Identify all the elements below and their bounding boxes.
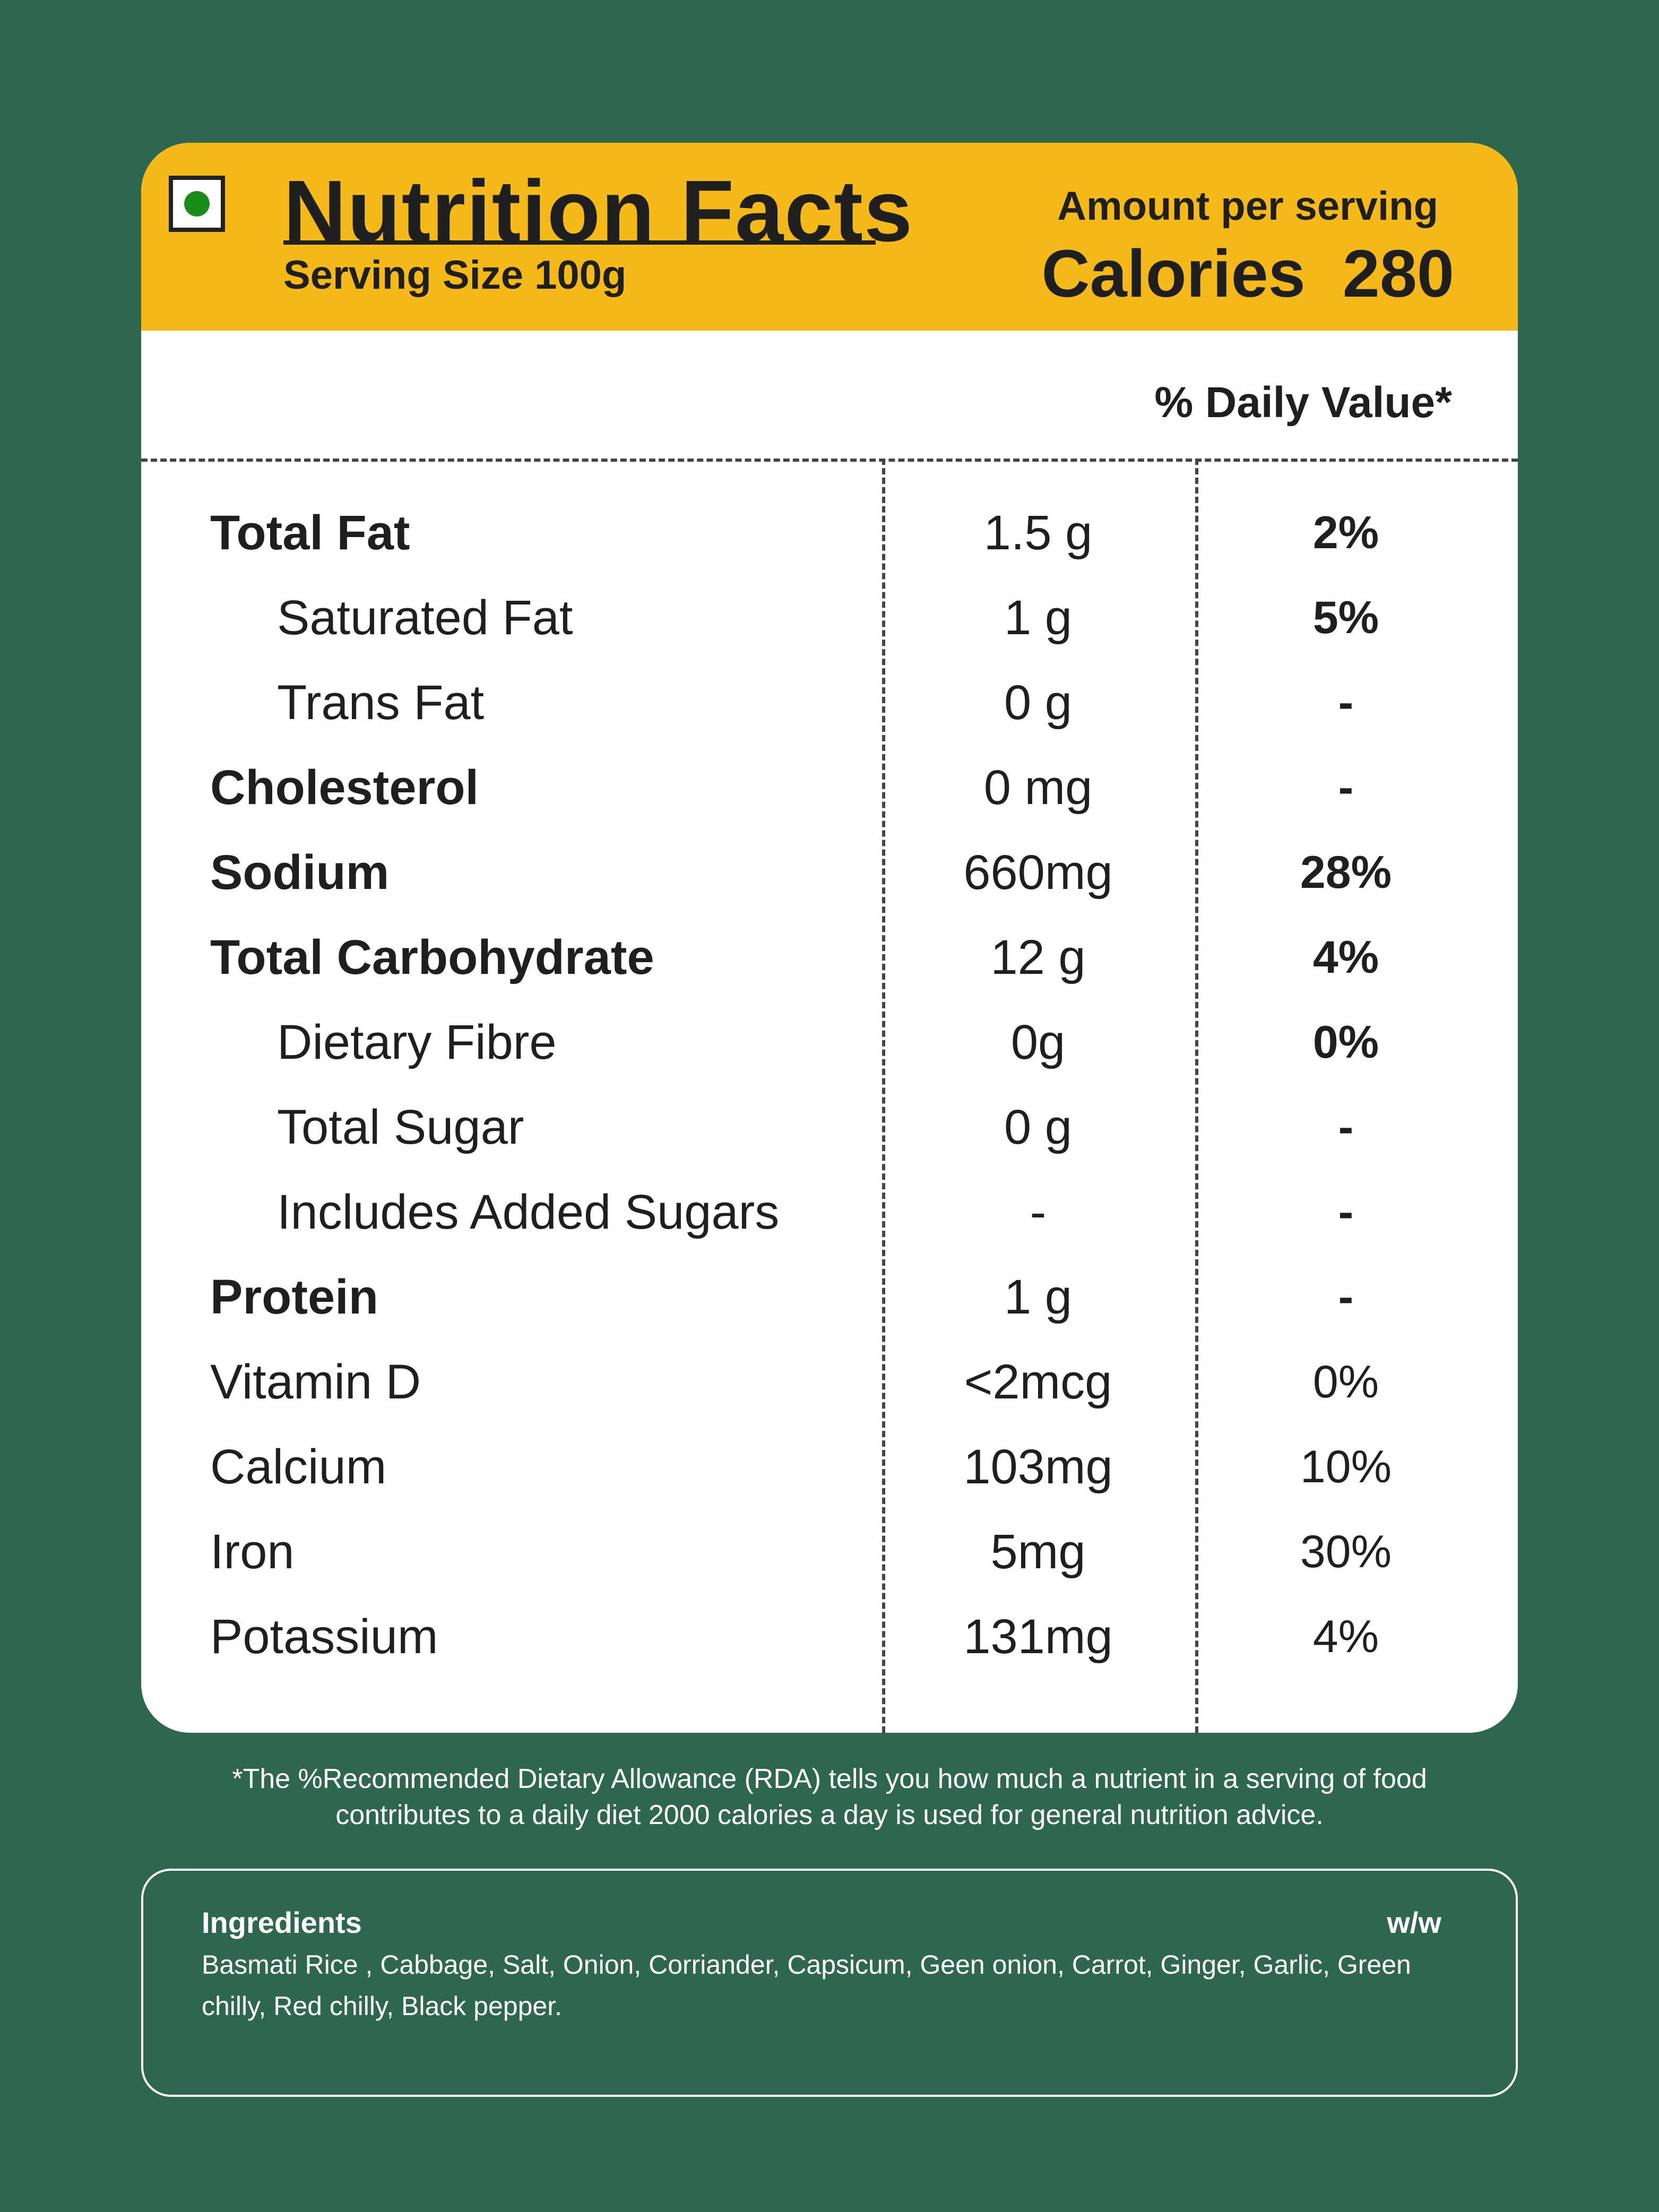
nutrient-daily-value: 0% (1312, 1017, 1379, 1068)
nutrient-name: Cholesterol (210, 761, 479, 815)
rda-footnote: *The %Recommended Dietary Allowance (RDA… (232, 1764, 1427, 1830)
nutrition-facts-card: Nutrition Facts Serving Size 100g Amount… (141, 143, 1518, 1733)
nutrient-amount: - (1030, 1185, 1047, 1239)
nutrient-name: Saturated Fat (277, 591, 573, 645)
amount-per-serving-label: Amount per serving (1057, 184, 1438, 229)
nutrient-daily-value: - (1338, 1102, 1354, 1153)
nutrient-name: Total Fat (210, 506, 410, 560)
nutrient-amount: 131mg (963, 1610, 1113, 1664)
nutrient-amount: 1 g (1004, 1270, 1072, 1324)
calories-value: Calories 280 (1041, 236, 1454, 311)
nutrient-daily-value: - (1338, 1272, 1354, 1323)
nutrient-row: Protein 1 g - (141, 1255, 1518, 1340)
nutrient-row: Dietary Fibre 0g 0% (141, 1000, 1518, 1085)
nutrient-row: Vitamin D <2mcg 0% (141, 1340, 1518, 1424)
nutrient-name: Total Carbohydrate (210, 930, 654, 984)
ingredients-box: Ingredients w/w Basmati Rice , Cabbage, … (141, 1869, 1518, 2097)
nutrient-amount: 0 g (1004, 676, 1072, 730)
nutrient-name: Trans Fat (277, 676, 485, 730)
nutrient-amount: 0g (1010, 1015, 1066, 1069)
daily-value-header: % Daily Value* (1154, 378, 1452, 427)
nutrient-name: Includes Added Sugars (277, 1185, 780, 1239)
table-divider-horizontal (141, 459, 1518, 462)
nutrition-facts-title: Nutrition Facts (283, 162, 914, 260)
nutrient-daily-value: - (1338, 1187, 1354, 1238)
nutrient-name: Iron (210, 1525, 295, 1579)
nutrient-daily-value: 10% (1300, 1441, 1392, 1492)
title-underline (283, 240, 876, 245)
ingredients-list: Basmati Rice , Cabbage, Salt, Onion, Cor… (202, 1950, 1411, 2021)
nutrient-row: Total Carbohydrate 12 g 4% (141, 915, 1518, 1000)
nutrient-daily-value: 4% (1312, 932, 1379, 983)
nutrient-amount: 0 mg (983, 761, 1093, 815)
nutrient-amount: 0 g (1004, 1100, 1072, 1154)
nutrient-name: Total Sugar (277, 1100, 524, 1154)
nutrient-daily-value: - (1338, 762, 1354, 813)
nutrient-row: Total Sugar 0 g - (141, 1085, 1518, 1170)
nutrient-amount: 103mg (963, 1440, 1113, 1494)
nutrient-amount: 1.5 g (983, 506, 1093, 560)
nutrient-daily-value: 28% (1300, 847, 1392, 898)
nutrient-daily-value: 4% (1312, 1611, 1379, 1662)
nutrition-header: Nutrition Facts Serving Size 100g Amount… (141, 143, 1518, 331)
nutrient-row: Total Fat 1.5 g 2% (141, 490, 1518, 575)
table-divider-vertical-1 (882, 459, 885, 1733)
nutrient-amount: 660mg (963, 845, 1113, 900)
nutrient-name: Potassium (210, 1610, 438, 1664)
vegetarian-mark-icon (169, 176, 225, 232)
nutrient-amount: 12 g (990, 930, 1086, 984)
nutrient-daily-value: 30% (1300, 1526, 1392, 1577)
ingredients-title: Ingredients (202, 1906, 362, 1939)
vegetarian-dot-icon (184, 191, 210, 217)
nutrient-name: Vitamin D (210, 1355, 421, 1409)
nutrient-row: Calcium 103mg 10% (141, 1424, 1518, 1509)
nutrient-name: Dietary Fibre (277, 1015, 557, 1069)
nutrient-row: Potassium 131mg 4% (141, 1594, 1518, 1679)
nutrient-name: Sodium (210, 845, 390, 900)
nutrient-amount: 5mg (990, 1525, 1086, 1579)
table-divider-vertical-2 (1195, 459, 1198, 1733)
nutrient-daily-value: 2% (1312, 507, 1379, 558)
nutrient-daily-value: 5% (1312, 592, 1379, 643)
nutrient-name: Calcium (210, 1440, 387, 1494)
serving-size: Serving Size 100g (283, 253, 627, 298)
nutrient-row: Cholesterol 0 mg - (141, 745, 1518, 830)
ingredients-unit: w/w (1387, 1906, 1441, 1939)
nutrient-row: Sodium 660mg 28% (141, 830, 1518, 915)
nutrient-daily-value: - (1338, 677, 1354, 728)
nutrient-daily-value: 0% (1312, 1356, 1379, 1407)
nutrient-row: Saturated Fat 1 g 5% (141, 575, 1518, 660)
nutrient-row: Iron 5mg 30% (141, 1509, 1518, 1594)
nutrient-row: Includes Added Sugars - - (141, 1170, 1518, 1255)
nutrient-row: Trans Fat 0 g - (141, 660, 1518, 745)
nutrient-name: Protein (210, 1270, 378, 1324)
nutrient-amount: 1 g (1004, 591, 1072, 645)
nutrient-amount: <2mcg (964, 1355, 1112, 1409)
